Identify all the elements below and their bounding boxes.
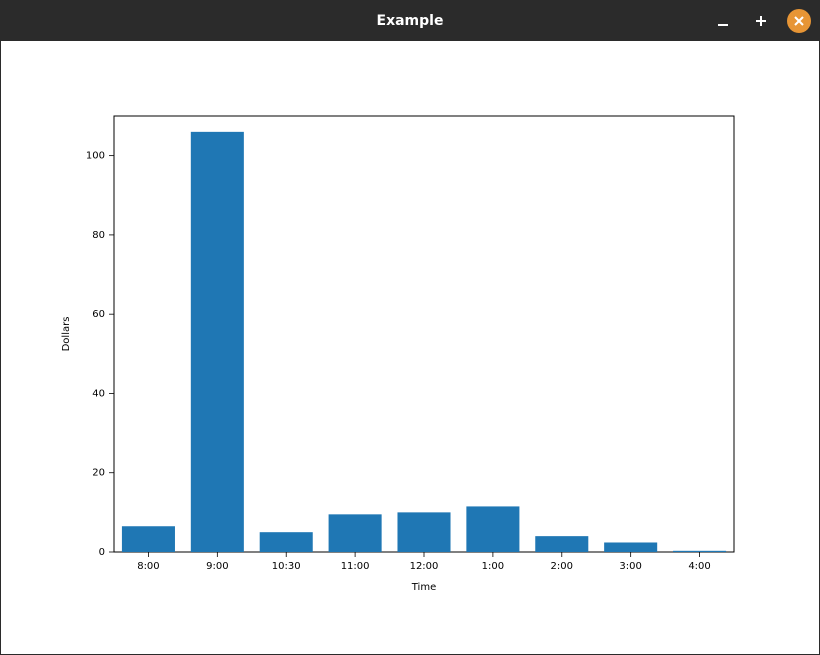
svg-text:20: 20: [92, 468, 105, 479]
titlebar: Example: [1, 1, 819, 41]
svg-text:60: 60: [92, 309, 105, 320]
bar: [466, 506, 519, 552]
svg-text:10:30: 10:30: [272, 561, 301, 572]
bar: [191, 132, 244, 552]
chart-figure: 0 20 40 60 80 100 8:00 9:00 10:30 11:00 12:00 1:00 2…: [1, 41, 819, 654]
bar: [329, 514, 382, 552]
plus-icon: [754, 14, 768, 28]
bar: [260, 532, 313, 552]
minimize-icon: [716, 14, 730, 28]
app-window: Example 0204060801008: [0, 0, 820, 655]
x-axis-label: Time: [411, 582, 436, 593]
bar: [604, 542, 657, 552]
svg-text:12:00: 12:00: [410, 561, 439, 572]
bar: [397, 512, 450, 552]
svg-text:40: 40: [92, 388, 105, 399]
maximize-button[interactable]: [749, 9, 773, 33]
bar: [673, 551, 726, 552]
svg-text:100: 100: [86, 151, 105, 162]
content-area: 0 20 40 60 80 100 8:00 9:00 10:30 11:00 12:00 1:00 2…: [1, 41, 819, 654]
bar: [535, 536, 588, 552]
svg-text:0: 0: [99, 547, 105, 558]
svg-text:4:00: 4:00: [688, 561, 710, 572]
svg-text:1:00: 1:00: [482, 561, 504, 572]
close-button[interactable]: [787, 9, 811, 33]
y-axis-label: Dollars: [61, 317, 72, 352]
bar-chart: 0 20 40 60 80 100 8:00 9:00 10:30 11:00 12:00 1:00 2…: [1, 41, 819, 654]
close-icon: [793, 15, 805, 27]
svg-text:9:00: 9:00: [206, 561, 228, 572]
svg-text:11:00: 11:00: [341, 561, 370, 572]
svg-text:2:00: 2:00: [551, 561, 573, 572]
svg-text:8:00: 8:00: [137, 561, 159, 572]
svg-text:3:00: 3:00: [619, 561, 641, 572]
svg-text:80: 80: [92, 230, 105, 241]
window-controls: [711, 1, 811, 41]
window-title: Example: [1, 13, 819, 29]
bar: [122, 526, 175, 552]
minimize-button[interactable]: [711, 9, 735, 33]
